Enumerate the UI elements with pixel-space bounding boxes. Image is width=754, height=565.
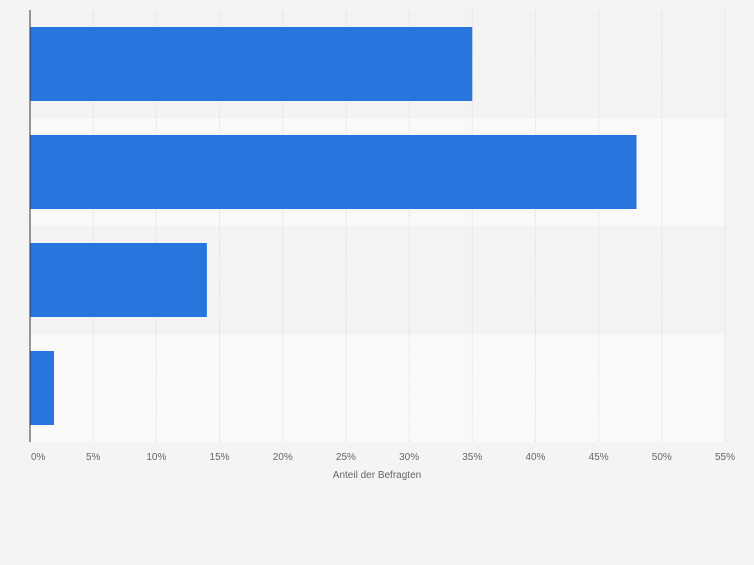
bar — [30, 27, 473, 101]
x-axis-label: Anteil der Befragten — [333, 470, 421, 481]
x-tick-label: 25% — [336, 452, 356, 463]
category-band — [30, 334, 725, 442]
x-tick-label: 45% — [589, 452, 609, 463]
bar — [30, 135, 637, 209]
x-tick-label: 50% — [652, 452, 672, 463]
bar — [30, 351, 55, 425]
bar — [30, 243, 207, 317]
x-tick-label: 20% — [273, 452, 293, 463]
x-tick-label: 30% — [399, 452, 419, 463]
x-tick-label: 5% — [86, 452, 101, 463]
x-tick-label: 10% — [146, 452, 166, 463]
x-tick-label: 40% — [525, 452, 545, 463]
x-tick-label: 35% — [462, 452, 482, 463]
x-tick-label: 55% — [715, 452, 735, 463]
x-tick-label: 0% — [31, 452, 46, 463]
x-tick-label: 15% — [210, 452, 230, 463]
